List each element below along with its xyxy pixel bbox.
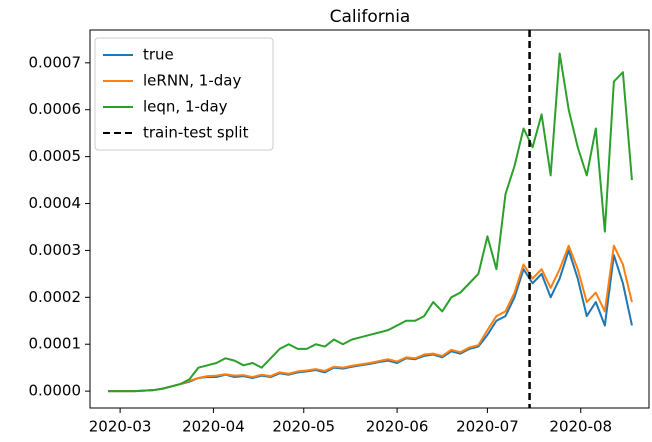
legend-label: leRNN, 1-day (143, 72, 241, 90)
y-tick-label: 0.0005 (29, 147, 82, 165)
legend: true leRNN, 1-day leqn, 1-day train-test sp… (94, 37, 274, 151)
y-tick-label: 0.0000 (29, 382, 82, 400)
legend-label: train-test split (143, 124, 249, 142)
series-line (108, 52, 633, 393)
x-tick-label: 2020-06 (366, 418, 429, 436)
legend-box (94, 37, 274, 151)
legend-label: true (143, 46, 174, 64)
x-tick-label: 2020-07 (456, 418, 519, 436)
x-tick-label: 2020-03 (89, 418, 152, 436)
plot-frame (89, 29, 650, 409)
legend-label: leqn, 1-day (143, 98, 228, 116)
y-tick-label: 0.0001 (29, 335, 82, 353)
y-tick-label: 0.0003 (29, 241, 82, 259)
chart-title: California (330, 7, 411, 27)
series-line (108, 249, 633, 393)
y-tick-label: 0.0004 (29, 194, 82, 212)
x-tick-label: 2020-04 (182, 418, 245, 436)
y-tick-label: 0.0007 (29, 53, 82, 71)
x-tick-label: 2020-08 (549, 418, 612, 436)
x-tick-label: 2020-05 (272, 418, 335, 436)
y-tick-label: 0.0006 (29, 100, 82, 118)
y-tick-label: 0.0002 (29, 288, 82, 306)
series-line (108, 244, 633, 393)
